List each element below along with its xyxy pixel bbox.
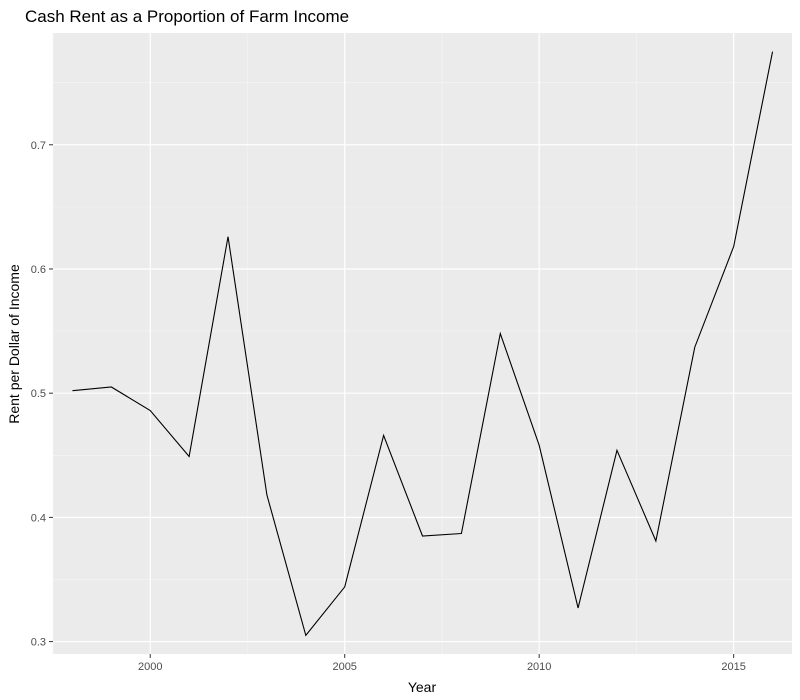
x-tick-label: 2000 bbox=[138, 661, 162, 673]
y-axis-title: Rent per Dollar of Income bbox=[6, 264, 22, 424]
y-axis: 0.3 0.4 0.5 0.6 0.7 bbox=[31, 140, 53, 649]
chart-title: Cash Rent as a Proportion of Farm Income bbox=[25, 7, 349, 26]
y-tick-label: 0.7 bbox=[31, 140, 46, 152]
y-tick-label: 0.6 bbox=[31, 264, 46, 276]
y-tick-label: 0.5 bbox=[31, 388, 46, 400]
x-tick-label: 2010 bbox=[527, 661, 551, 673]
x-axis: 2000 2005 2010 2015 bbox=[138, 654, 746, 673]
series-line bbox=[72, 51, 774, 637]
x-axis-title: Year bbox=[408, 679, 437, 695]
y-tick-label: 0.3 bbox=[31, 637, 46, 649]
plot-panel bbox=[53, 33, 792, 654]
minor-gridlines bbox=[52, 33, 792, 654]
y-tick-label: 0.4 bbox=[31, 512, 46, 524]
x-tick-label: 2005 bbox=[332, 661, 356, 673]
major-gridlines bbox=[53, 33, 792, 654]
x-tick-label: 2015 bbox=[721, 661, 745, 673]
